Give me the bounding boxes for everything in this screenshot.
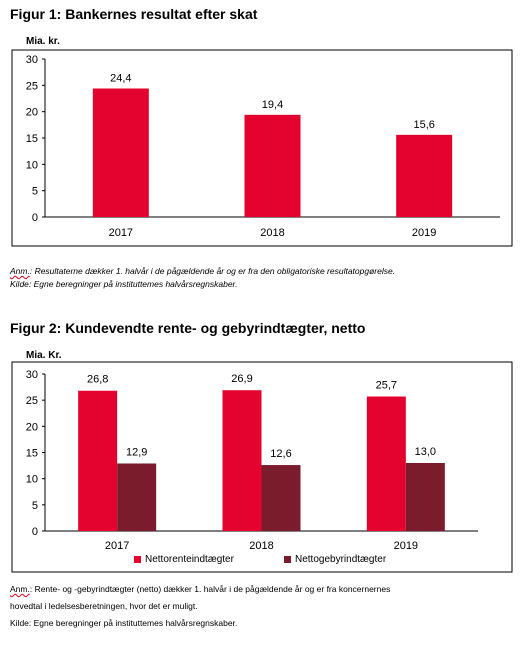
- x-tick-label: 2018: [249, 540, 273, 552]
- legend-item-nettogebyrindtaegter: Nettogebyrindtægter: [284, 554, 386, 565]
- y-tick-label: 30: [26, 369, 38, 381]
- y-tick-label: 0: [32, 212, 38, 224]
- y-tick-label: 15: [26, 448, 38, 460]
- y-tick-label: 20: [26, 421, 38, 433]
- figure-2-note-line-2: hovedtal i ledelsesberetningen, hvor det…: [10, 601, 198, 611]
- x-tick-label: 2017: [109, 227, 133, 239]
- figure-2-source: Kilde: Egne beregninger på instituttemes…: [10, 618, 238, 628]
- figure-2-note-text: : Rente- og -gebyrindtægter (netto) dækk…: [29, 584, 391, 594]
- y-tick-label: 15: [26, 133, 38, 145]
- bar: [366, 396, 406, 531]
- figure-1-note: Anm.: Resultaterne dækker 1. halvår i de…: [10, 265, 395, 278]
- y-tick-label: 10: [26, 159, 38, 171]
- data-label: 12,6: [270, 448, 291, 460]
- y-tick-label: 30: [26, 54, 38, 66]
- bar: [117, 463, 157, 531]
- figure-2-title: Figur 2: Kundevendte rente- og gebyrindt…: [10, 320, 366, 336]
- x-tick-label: 2019: [412, 227, 436, 239]
- legend-label-nettogebyrindtaegter: Nettogebyrindtægter: [295, 554, 387, 565]
- y-tick-label: 20: [26, 107, 38, 119]
- figure-1-unit-label: Mia. kr.: [26, 36, 60, 47]
- y-tick-label: 25: [26, 395, 38, 407]
- bar: [78, 390, 118, 531]
- figure-2-unit-label: Mia. Kr.: [26, 350, 62, 361]
- data-label: 26,8: [87, 374, 108, 386]
- figure-2-note: Anm.: Rente- og -gebyrindtægter (netto) …: [10, 583, 390, 596]
- data-label: 13,0: [415, 446, 436, 458]
- y-tick-label: 5: [32, 500, 38, 512]
- chart-1-frame: [11, 49, 513, 247]
- bar: [261, 465, 301, 531]
- data-label: 15,6: [413, 119, 434, 131]
- y-tick-label: 5: [32, 186, 38, 198]
- legend-swatch-nettogebyrindtaegter: [284, 556, 291, 563]
- chart-2-frame: [11, 361, 513, 573]
- figure-2-note-anm: Anm.: [10, 584, 30, 594]
- y-tick-label: 0: [32, 526, 38, 538]
- data-label: 26,9: [231, 373, 252, 385]
- y-tick-label: 25: [26, 80, 38, 92]
- bar: [92, 88, 149, 217]
- data-label: 12,9: [126, 446, 147, 458]
- data-label: 25,7: [376, 380, 397, 392]
- data-label: 24,4: [110, 72, 131, 84]
- legend-item-nettorenteindtaegter: Nettorenteindtægter: [134, 554, 234, 565]
- y-tick-label: 10: [26, 474, 38, 486]
- data-label: 19,4: [262, 99, 283, 111]
- figure-1-title: Figur 1: Bankernes resultat efter skat: [10, 6, 258, 22]
- x-tick-label: 2018: [260, 227, 284, 239]
- bar: [396, 134, 453, 217]
- x-tick-label: 2017: [105, 540, 129, 552]
- x-tick-label: 2019: [394, 540, 418, 552]
- bar: [222, 390, 262, 531]
- bar: [405, 462, 445, 531]
- legend-label-nettorenteindtaegter: Nettorenteindtægter: [145, 554, 234, 565]
- figure-1-source: Kilde: Egne beregninger på instituttemes…: [10, 279, 238, 289]
- bar: [244, 114, 301, 217]
- legend-swatch-nettorenteindtaegter: [134, 556, 141, 563]
- figure-1-note-anm: Anm.: [10, 266, 30, 276]
- figure-1-note-text: : Resultaterne dækker 1. halvår i de påg…: [29, 266, 396, 276]
